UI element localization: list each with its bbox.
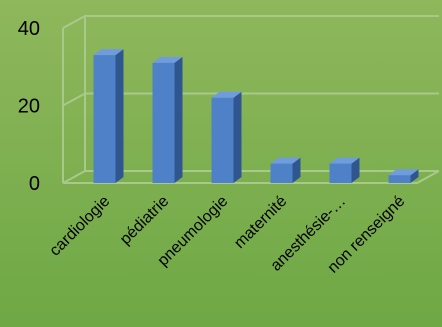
bar-top — [93, 49, 124, 56]
bar-front — [93, 55, 116, 183]
gridline — [62, 92, 439, 107]
y-axis: 0 20 40 — [18, 18, 40, 195]
bar-side — [174, 56, 183, 183]
y-tick-label: 40 — [18, 18, 40, 40]
bar-top — [211, 91, 242, 98]
bar-front — [270, 163, 293, 183]
bar-top — [152, 56, 183, 63]
bar-front — [388, 175, 411, 183]
bar — [211, 91, 242, 183]
y-tick-label: 0 — [29, 173, 40, 195]
bar-front — [329, 163, 352, 183]
bar — [270, 157, 301, 183]
bar-top — [270, 157, 301, 164]
bar-front — [211, 97, 234, 183]
bar-side — [351, 157, 360, 183]
bar-side — [292, 157, 301, 183]
bar-front — [152, 62, 175, 183]
x-axis-line — [63, 170, 440, 184]
bar-side — [410, 169, 419, 183]
gridline — [62, 170, 439, 184]
bars — [93, 49, 419, 183]
bar-top — [388, 169, 419, 176]
bar — [152, 56, 183, 183]
bar — [388, 169, 419, 183]
x-tick-label: maternité — [231, 193, 290, 252]
gridline — [62, 15, 439, 29]
chart-grid — [62, 15, 440, 184]
x-tick-label: pédiatrie — [117, 193, 172, 248]
bar — [329, 157, 360, 183]
x-tick-label: cardiologie — [47, 193, 114, 260]
bar-side — [115, 49, 124, 183]
bar — [93, 49, 124, 183]
y-tick-label: 20 — [18, 96, 40, 118]
bar-top — [329, 157, 360, 164]
bar-side — [233, 91, 242, 183]
